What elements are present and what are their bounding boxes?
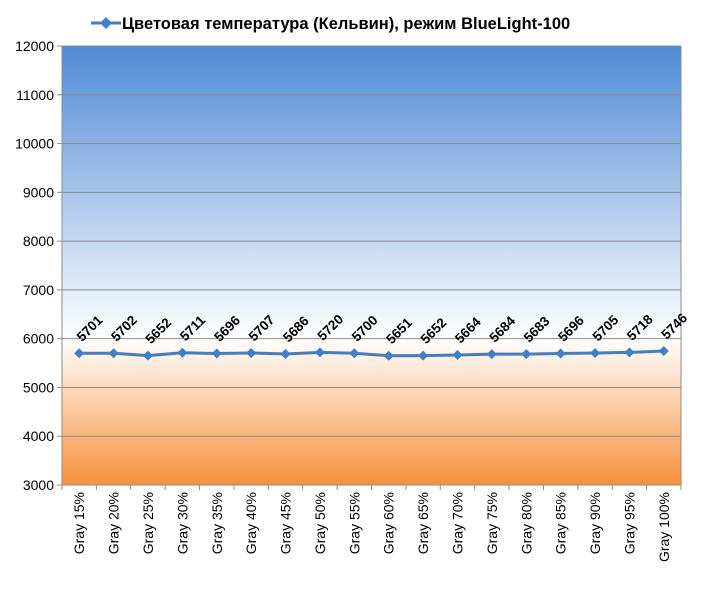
x-tick-label: Gray 85%	[553, 492, 569, 554]
x-tick-label: Gray 70%	[449, 492, 465, 554]
data-point	[418, 350, 429, 361]
x-axis: Gray 15% Gray 20% Gray 25% Gray 30% Gray 35%…	[61, 484, 682, 562]
data-point	[314, 347, 325, 358]
data-point	[74, 348, 85, 359]
gridlines	[62, 45, 681, 486]
x-tick-label: Gray 90%	[587, 492, 603, 554]
data-point	[349, 348, 360, 359]
data-point	[383, 350, 394, 361]
y-tick-label: 10000	[15, 136, 54, 152]
x-tick-label: Gray 75%	[484, 492, 500, 554]
y-tick-label: 4000	[23, 428, 54, 444]
data-point	[108, 348, 119, 359]
data-point	[521, 349, 532, 360]
series	[74, 346, 669, 361]
x-tick-label: Gray 30%	[174, 492, 190, 554]
x-tick-label: Gray 100%	[656, 492, 672, 562]
x-tick-label: Gray 40%	[243, 492, 259, 554]
x-tick-label: Gray 45%	[278, 492, 294, 554]
data-point	[142, 350, 153, 361]
x-tick-label: Gray 55%	[346, 492, 362, 554]
y-tick-label: 7000	[23, 282, 54, 298]
y-tick-label: 5000	[23, 379, 54, 395]
x-tick-label: Gray 95%	[621, 492, 637, 554]
x-tick-label: Gray 50%	[312, 492, 328, 554]
y-tick-label: 11000	[16, 87, 54, 103]
x-tick-label: Gray 65%	[415, 492, 431, 554]
legend: Цветовая температура (Кельвин), режим Bl…	[91, 15, 570, 33]
data-point	[486, 349, 497, 360]
y-tick-label: 8000	[23, 233, 54, 249]
y-tick-label: 6000	[23, 331, 54, 347]
data-point	[246, 347, 257, 358]
y-tick-label: 9000	[23, 184, 54, 200]
x-tick-label: Gray 20%	[106, 492, 122, 554]
data-point	[590, 348, 601, 359]
x-tick-label: Gray 60%	[381, 492, 397, 554]
data-point	[452, 350, 463, 361]
data-point	[177, 347, 188, 358]
x-tick-label: Gray 15%	[71, 492, 87, 554]
data-point	[211, 348, 222, 359]
y-axis: 3000 4000 5000 6000 7000 8000 9000 10000 11000 12…	[15, 38, 682, 493]
data-point	[280, 348, 291, 359]
x-tick-label: Gray 80%	[518, 492, 534, 554]
data-point	[624, 347, 635, 358]
y-tick-label: 3000	[23, 477, 54, 493]
series-line	[79, 349, 664, 358]
x-tick-label: Gray 25%	[140, 492, 156, 554]
plot-area	[62, 46, 681, 485]
data-point	[555, 348, 566, 359]
y-tick-label: 12000	[15, 38, 54, 54]
x-tick-label: Gray 35%	[209, 492, 225, 554]
legend-label: Цветовая температура (Кельвин), режим Bl…	[122, 15, 570, 33]
legend-diamond-marker	[100, 17, 112, 29]
data-point	[658, 346, 669, 357]
